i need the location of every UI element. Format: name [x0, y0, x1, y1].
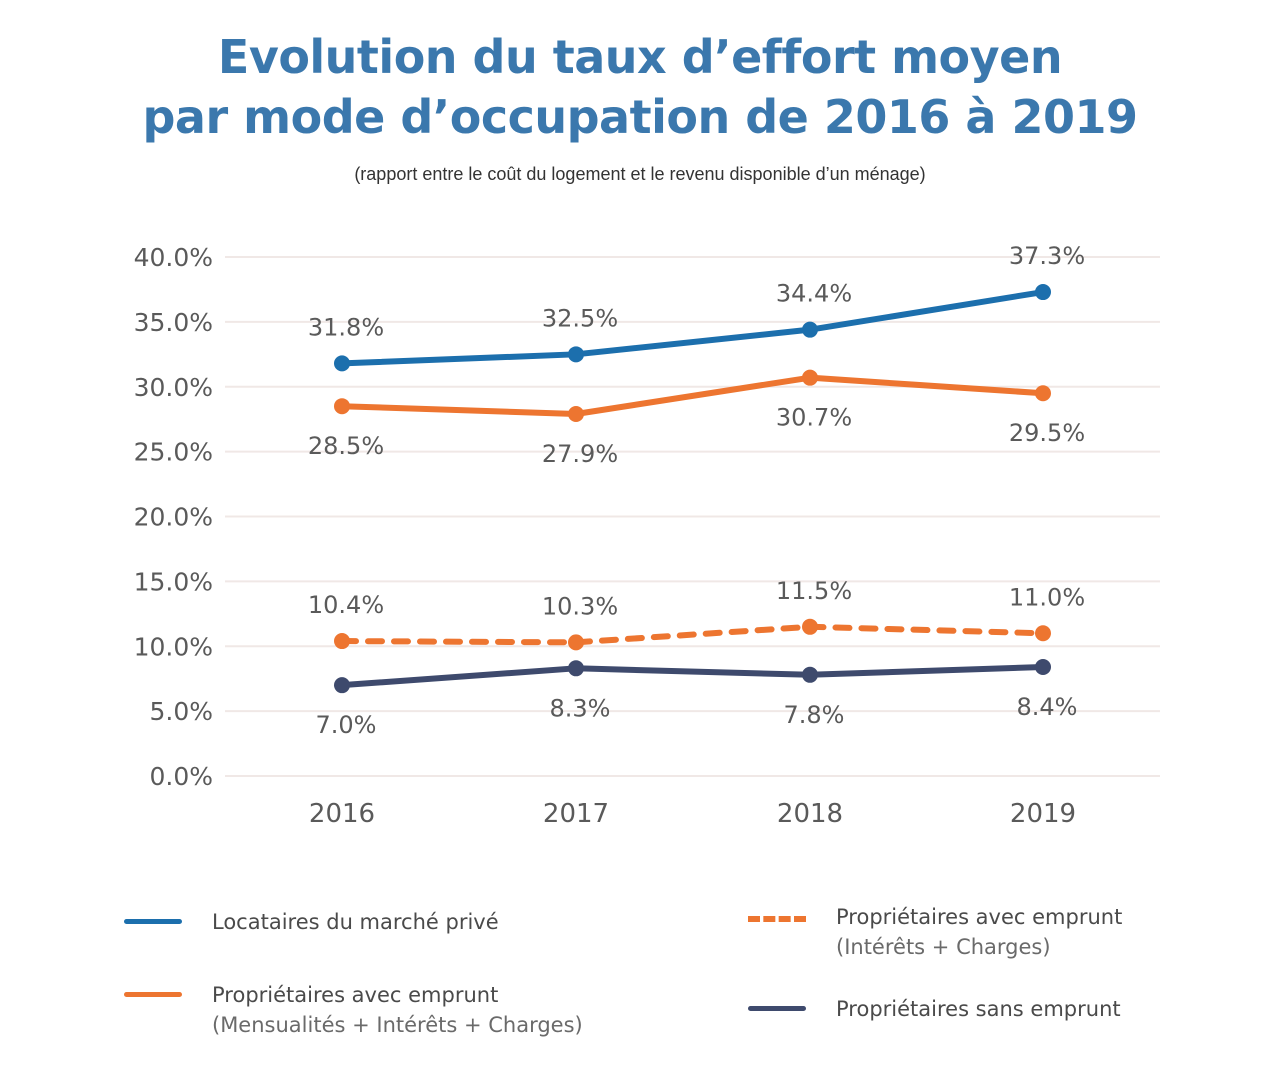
- gridlines: [225, 256, 1160, 777]
- y-tick-label: 35.0%: [134, 308, 213, 337]
- y-tick-label: 40.0%: [134, 243, 213, 272]
- x-tick-label: 2016: [309, 799, 375, 829]
- x-tick-label: 2019: [1010, 799, 1076, 829]
- legend-swatch-dashed-orange: [748, 916, 806, 922]
- data-point: [568, 405, 584, 422]
- y-tick-label: 0.0%: [149, 762, 213, 791]
- data-label: 8.3%: [550, 694, 611, 722]
- data-label: 10.3%: [542, 592, 618, 620]
- data-label: 11.0%: [1009, 583, 1085, 611]
- data-label: 27.9%: [542, 440, 618, 468]
- legend-sublabel: (Intérêts + Charges): [836, 935, 1051, 959]
- y-tick-label: 25.0%: [134, 438, 213, 467]
- legend-item-locataires: Locataires du marché privé: [124, 907, 499, 937]
- data-point: [1035, 385, 1051, 402]
- data-label: 29.5%: [1009, 419, 1085, 447]
- data-point: [802, 666, 818, 683]
- legend-swatch-solid-navy: [748, 1006, 806, 1011]
- data-point: [568, 634, 584, 651]
- series-line-0: [339, 289, 1046, 367]
- series-line-2: [339, 623, 1046, 646]
- data-point: [334, 398, 350, 415]
- data-point: [334, 633, 350, 650]
- y-axis-ticks: 0.0% 5.0% 10.0% 15.0% 20.0% 25.0% 30.0% 35.0% 40…: [134, 243, 213, 791]
- chart-title-line-2: par mode d’occupation de 2016 à 2019: [142, 90, 1139, 144]
- data-point: [1035, 659, 1051, 676]
- data-point: [802, 618, 818, 635]
- y-tick-label: 15.0%: [134, 567, 213, 596]
- data-point: [802, 321, 818, 338]
- x-axis-ticks: 2016 2017 2018 2019: [309, 799, 1076, 829]
- legend-item-proprietaires-avec-emprunt-interets: Propriétaires avec emprunt (Intérêts + C…: [748, 902, 1122, 962]
- series-line-3: [339, 664, 1046, 689]
- data-point: [1035, 625, 1051, 642]
- data-point: [1035, 284, 1051, 301]
- x-tick-label: 2017: [543, 799, 609, 829]
- data-point: [802, 369, 818, 386]
- data-label: 7.8%: [784, 701, 845, 729]
- data-label: 11.5%: [776, 577, 852, 605]
- chart-subtitle: (rapport entre le coût du logement et le…: [354, 164, 926, 184]
- data-label: 30.7%: [776, 404, 852, 432]
- legend-label: Propriétaires avec emprunt: [212, 983, 499, 1007]
- legend-sublabel: (Mensualités + Intérêts + Charges): [212, 1013, 583, 1037]
- legend-label: Propriétaires avec emprunt: [836, 905, 1123, 929]
- data-label: 32.5%: [542, 304, 618, 332]
- series-line-1: [339, 374, 1046, 417]
- data-label: 10.4%: [308, 591, 384, 619]
- data-label: 8.4%: [1017, 693, 1078, 721]
- y-tick-label: 20.0%: [134, 503, 213, 532]
- y-tick-label: 30.0%: [134, 373, 213, 402]
- data-label: 37.3%: [1009, 242, 1085, 270]
- line-chart: 0.0% 5.0% 10.0% 15.0% 20.0% 25.0% 30.0% 35.0% 40…: [134, 242, 1160, 829]
- data-label: 31.8%: [308, 313, 384, 341]
- x-tick-label: 2018: [777, 799, 843, 829]
- chart-title-line-1: Evolution du taux d’effort moyen: [217, 30, 1063, 84]
- data-point: [334, 677, 350, 694]
- y-tick-label: 10.0%: [134, 632, 213, 661]
- legend-swatch-solid-orange: [124, 992, 182, 997]
- legend-label: Locataires du marché privé: [212, 910, 499, 934]
- legend-item-proprietaires-sans-emprunt: Propriétaires sans emprunt: [748, 994, 1121, 1024]
- legend-swatch-solid-blue: [124, 919, 182, 924]
- data-point: [568, 660, 584, 677]
- y-tick-label: 5.0%: [149, 697, 213, 726]
- legend-item-proprietaires-avec-emprunt-mensualites: Propriétaires avec emprunt (Mensualités …: [124, 980, 583, 1040]
- data-point: [334, 355, 350, 372]
- data-point: [568, 346, 584, 363]
- series-group: [334, 284, 1051, 694]
- data-label: 34.4%: [776, 280, 852, 308]
- legend-label: Propriétaires sans emprunt: [836, 997, 1121, 1021]
- data-label: 28.5%: [308, 432, 384, 460]
- data-labels: 31.8% 32.5% 34.4% 37.3% 28.5% 27.9% 30.7% 29.5%…: [308, 242, 1085, 739]
- data-label: 7.0%: [316, 711, 377, 739]
